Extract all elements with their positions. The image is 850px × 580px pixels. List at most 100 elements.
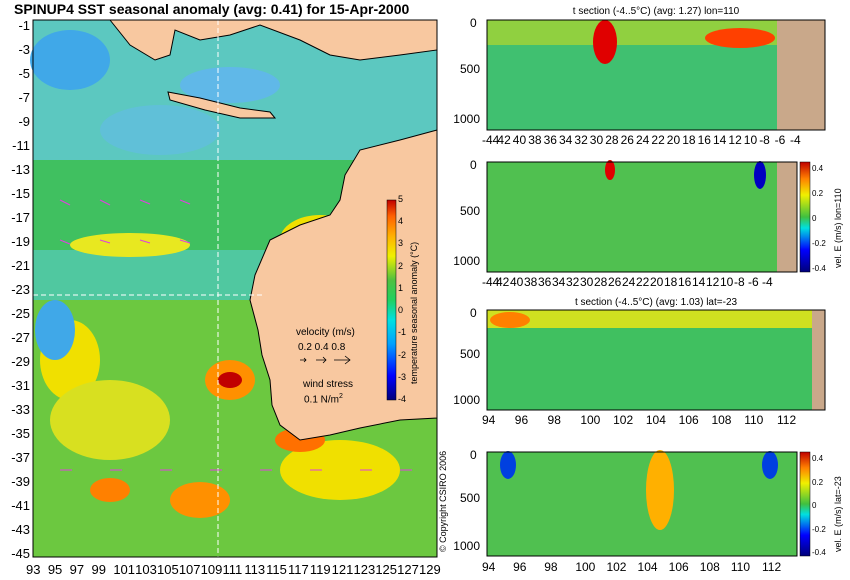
map-y-tick-label: -3	[18, 42, 30, 57]
map-x-tick-label: 123	[353, 562, 376, 577]
warm-eddy	[170, 482, 230, 518]
colorbar-tick-label: 1	[398, 282, 404, 293]
colorbar-tick-label: 0	[398, 305, 404, 316]
colorbar-tick-label: 5	[398, 194, 404, 204]
map-y-tick-label: -11	[12, 138, 30, 153]
velocity-arrows	[300, 355, 351, 365]
panel4-x-tick-label: 108	[699, 560, 720, 574]
map-y-tick-label: -39	[11, 474, 30, 489]
panel1-x-tick-label: -8	[759, 133, 770, 147]
panel3-y-tick-label: 0	[470, 306, 477, 320]
panel3-x-tick-label: 102	[613, 413, 634, 427]
panel2-colorbar-tick-label: 0.2	[812, 189, 824, 198]
map-x-tick-label: 99	[91, 562, 106, 577]
panel1-y-tick-label: 500	[459, 62, 480, 76]
wind-stress-unit-sup: 2	[339, 393, 343, 400]
panel1-x-tick-label: 28	[605, 133, 619, 147]
panel2-x-tick-label: 40	[510, 275, 524, 289]
panel2-colorbar	[799, 161, 811, 273]
map-y-tick-label: -25	[11, 306, 30, 321]
velocity-arrow-large	[334, 355, 351, 365]
warm-eddy	[50, 380, 170, 460]
velocity-label: velocity (m/s)	[296, 327, 355, 338]
panel2-x-tick-label: 32	[566, 275, 580, 289]
colorbar	[386, 199, 397, 401]
map-y-tick-label: -43	[11, 522, 30, 537]
map-y-tick-label: -19	[11, 234, 30, 249]
map-x-tick-label: 111	[222, 562, 243, 577]
panel2-x-tick-label: 18	[664, 275, 678, 289]
panel1-warm-core	[705, 28, 775, 48]
panel2-y-tick-label: 500	[459, 204, 480, 218]
map-y-tick-label: -29	[11, 354, 30, 369]
panel2-colorbar-tick-label: -0.2	[812, 239, 826, 248]
warm-eddy	[280, 440, 400, 500]
panel2-x-tick-label: 24	[622, 275, 636, 289]
panel4-cold-core	[762, 451, 778, 479]
map-y-tick-label: -5	[18, 66, 30, 81]
panel3-x-tick-label: 100	[580, 413, 601, 427]
panel4-x-tick-label: 98	[544, 560, 558, 574]
map-x-tick-label: 117	[288, 562, 309, 577]
panel1-x-tick-label: 20	[666, 133, 681, 147]
panel1-land	[777, 20, 825, 130]
wind-vectors	[59, 199, 412, 471]
panel3-y-tick-label: 500	[459, 347, 480, 362]
map-y-tick-label: -31	[11, 378, 30, 393]
panel4-x-tick-label: 112	[762, 560, 782, 574]
panel4-colorbar-tick-label: -0.2	[812, 524, 826, 534]
panel1-title: t section (-4..5°C) (avg: 1.27) lon=110	[572, 6, 740, 17]
map-x-tick-label: 115	[266, 562, 287, 577]
panel1-warm-core	[593, 20, 617, 64]
panel1-x-tick-label: 34	[559, 133, 573, 147]
map-x-tick-label: 93	[26, 562, 41, 577]
velocity-arrow-small	[300, 357, 307, 363]
map-frame	[32, 19, 438, 558]
colorbar-tick-label: -4	[398, 394, 407, 404]
colorbar-tick-label: -3	[398, 371, 407, 382]
panel1-y-tick-label: 0	[470, 16, 477, 30]
panel3-x-tick-label: 96	[514, 413, 529, 427]
panel1-x-tick-label: 42	[497, 133, 511, 147]
map-y-tick-label: -45	[11, 546, 30, 561]
map-y-tick-label: -21	[11, 258, 30, 273]
panel1-x-tick-label: 24	[636, 133, 650, 147]
panel4-x-tick-label: 110	[730, 560, 751, 574]
panel1-x-tick-label: 18	[682, 133, 696, 147]
map-y-tick-label: -13	[11, 162, 30, 177]
panel2-jet	[605, 160, 615, 180]
panel2-jet	[754, 161, 766, 189]
panel2-x-tick-label: 30	[580, 275, 594, 289]
panel1-x-tick-label: 30	[589, 133, 604, 147]
panel2-x-tick-label: 10	[720, 275, 734, 289]
panel2-x-tick-label: 14	[692, 275, 706, 289]
panel1-x-tick-label: 38	[528, 133, 542, 147]
colorbar-tick-label: 4	[398, 216, 404, 227]
panel4-y-tick-label: 500	[459, 491, 480, 506]
panel4-colorbar-tick-label: 0.4	[812, 454, 824, 463]
panel1-x-tick-label: 12	[728, 133, 742, 147]
map-x-tick-label: 101	[113, 562, 136, 577]
map-y-tick-label: -1	[18, 18, 30, 33]
java-island	[167, 91, 277, 119]
sst-anomaly-map	[30, 19, 438, 558]
panel2-x-tick-label: -4	[762, 275, 773, 289]
map-y-tick-label: -15	[11, 186, 30, 201]
panel1-y-tick-label: 1000	[453, 112, 480, 126]
panel1-x-tick-label: -6	[774, 133, 786, 147]
panel2-colorbar-tick-label: 0.4	[812, 164, 824, 173]
wind-stress-label: wind stress	[303, 379, 354, 390]
panel2-x-tick-label: 20	[650, 275, 664, 289]
map-x-tick-label: 105	[157, 562, 179, 577]
colorbar-tick-label: -2	[398, 349, 407, 360]
panel4-x-tick-label: 94	[482, 560, 496, 574]
panel2-x-tick-label: 16	[678, 275, 692, 289]
map-y-tick-label: -27	[11, 330, 30, 345]
panel4-cold-core	[500, 451, 516, 479]
panel4-x-tick-label: 104	[637, 560, 658, 574]
map-y-tick-label: -41	[11, 498, 30, 513]
panel2-y-tick-label: 1000	[453, 254, 480, 268]
panel4-x-tick-label: 106	[668, 560, 689, 574]
panel1-frame	[486, 19, 826, 131]
